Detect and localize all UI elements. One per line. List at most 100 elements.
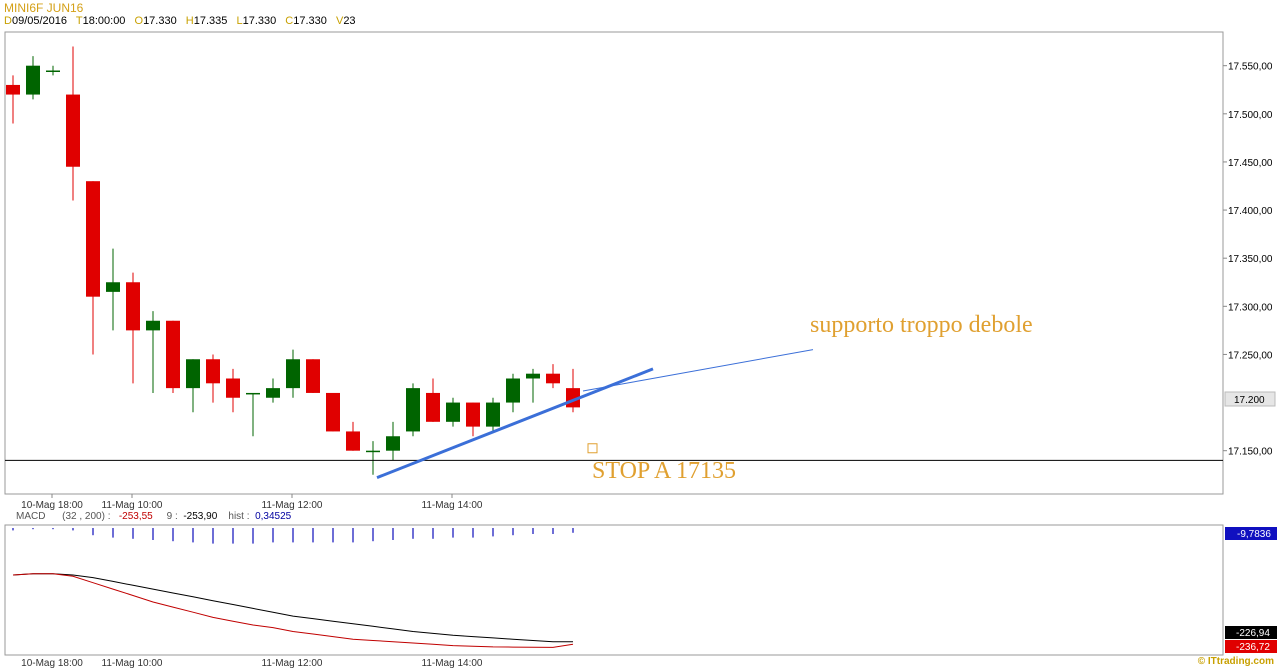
candle-body — [386, 436, 400, 451]
time-tick-label: 10-Mag 18:00 — [21, 500, 83, 511]
candle — [246, 392, 260, 437]
candle-body — [206, 359, 220, 384]
candle — [306, 359, 320, 393]
candle-body — [6, 84, 20, 95]
macd-axis-label: -236,72 — [1236, 642, 1270, 653]
candle-body — [426, 392, 440, 422]
candle-body — [326, 392, 340, 432]
candle — [526, 368, 540, 403]
candle — [186, 359, 200, 413]
current-price-box — [1224, 391, 1276, 407]
hist-axis-label: -9,7836 — [1237, 529, 1271, 540]
candle — [46, 65, 60, 76]
signal-axis-box — [1225, 626, 1277, 639]
signal-value: -253,90 — [183, 511, 218, 522]
time-tick-label-macd: 11-Mag 14:00 — [422, 658, 483, 668]
time-tick-label: 11-Mag 12:00 — [262, 500, 323, 511]
close-value: 17.330 — [293, 15, 327, 27]
price-tick-label: 17.150,00 — [1228, 447, 1273, 458]
candle-body — [226, 378, 240, 398]
candle — [266, 378, 280, 403]
price-tick-label: 17.550,00 — [1228, 62, 1273, 73]
candle-body — [546, 373, 560, 384]
macd-value: -253,55 — [118, 511, 153, 522]
current-price-label: 17.200 — [1234, 395, 1265, 406]
support-trendline-extension — [582, 349, 814, 392]
chart-title: MINI6F JUN16 — [4, 1, 84, 15]
candle — [366, 441, 380, 475]
candle-body — [146, 320, 160, 331]
candle-body — [166, 320, 180, 389]
macd-line — [12, 573, 574, 648]
signal-axis-label: -226,94 — [1236, 628, 1270, 639]
candle — [146, 311, 160, 393]
candle-body — [466, 402, 480, 427]
high-key: H — [185, 15, 194, 27]
price-tick-label: 17.400,00 — [1228, 206, 1273, 217]
candle-body — [66, 94, 80, 167]
stop-marker — [587, 443, 598, 454]
open-value: 17.330 — [143, 15, 177, 27]
candle — [6, 75, 20, 124]
price-panel-frame — [4, 31, 1224, 495]
ohlc-readout: D09/05/2016 T18:00:00 O17.330 H17.335 L1… — [4, 15, 362, 27]
candle — [66, 46, 80, 201]
candle — [126, 272, 140, 384]
macd-axis-box — [1225, 640, 1277, 653]
open-key: O — [134, 15, 144, 27]
price-tick-label: 17.350,00 — [1228, 254, 1273, 265]
credit-text: © ITtrading.com — [1197, 656, 1274, 667]
candle — [486, 397, 500, 432]
macd-signal-line — [12, 573, 573, 643]
high-value: 17.335 — [193, 15, 228, 27]
candle — [546, 364, 560, 389]
candle — [206, 354, 220, 403]
candle-body — [186, 359, 200, 389]
date-key: D — [4, 15, 12, 27]
price-tick-label: 17.300,00 — [1228, 302, 1273, 313]
candle — [286, 349, 300, 398]
candle — [506, 373, 520, 413]
time-tick-label-macd: 11-Mag 10:00 — [102, 658, 163, 668]
signal-key: 9 : — [166, 511, 178, 522]
candle-body — [246, 392, 260, 395]
support-annotation: supporto troppo debole — [810, 312, 1033, 338]
macd-params: (32 , 200) : — [62, 511, 111, 522]
hist-axis-box — [1225, 527, 1277, 540]
time-value: 18:00:00 — [82, 15, 126, 27]
time-key: T — [75, 15, 83, 27]
candle — [386, 421, 400, 461]
time-tick-label-macd: 11-Mag 12:00 — [262, 658, 323, 668]
time-tick-label: 11-Mag 14:00 — [422, 500, 483, 511]
stop-annotation: STOP A 17135 — [592, 458, 736, 484]
candle — [26, 56, 40, 100]
candle — [226, 368, 240, 413]
macd-readout: MACD (32 , 200) : -253,55 9 : -253,90 hi… — [16, 511, 291, 522]
time-tick-label: 11-Mag 10:00 — [102, 500, 163, 511]
hist-value: 0,34525 — [255, 511, 292, 522]
candle — [566, 368, 580, 413]
candle — [406, 383, 420, 437]
price-tick-label: 17.250,00 — [1228, 350, 1273, 361]
candle — [106, 248, 120, 331]
candle-body — [486, 402, 500, 427]
candle — [166, 320, 180, 393]
close-key: C — [285, 15, 294, 27]
candle — [86, 181, 100, 355]
date-value: 09/05/2016 — [11, 15, 68, 27]
candle-body — [506, 378, 520, 403]
candle-body — [266, 388, 280, 398]
price-tick-label: 17.500,00 — [1228, 110, 1273, 121]
candle-body — [406, 388, 420, 432]
candle-body — [46, 70, 60, 72]
candle-body — [86, 181, 100, 297]
candle-body — [126, 282, 140, 331]
macd-panel-frame — [4, 524, 1224, 656]
candle-body — [526, 373, 540, 379]
candle — [326, 392, 340, 432]
candle-body — [366, 450, 380, 453]
volume-value: 23 — [343, 15, 356, 27]
candle — [426, 378, 440, 422]
candle-body — [306, 359, 320, 393]
